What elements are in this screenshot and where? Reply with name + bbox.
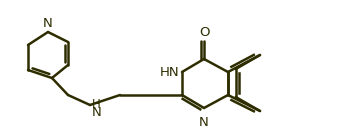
Text: N: N [43,17,53,30]
Text: H: H [92,98,101,112]
Text: N: N [199,116,209,129]
Text: O: O [199,26,209,39]
Text: N: N [92,106,102,118]
Text: HN: HN [159,66,179,78]
